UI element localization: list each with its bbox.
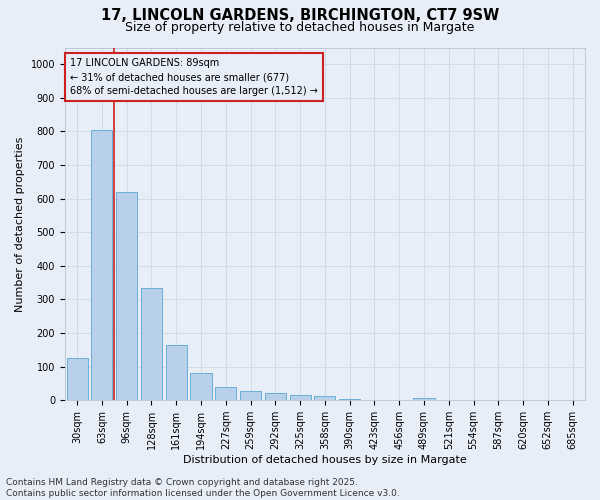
- Bar: [190, 372, 212, 400]
- Bar: [215, 387, 236, 400]
- Bar: [413, 398, 434, 400]
- Bar: [314, 396, 335, 400]
- Y-axis label: Number of detached properties: Number of detached properties: [15, 136, 25, 312]
- Bar: [166, 345, 187, 400]
- X-axis label: Distribution of detached houses by size in Margate: Distribution of detached houses by size …: [183, 455, 467, 465]
- Text: 17, LINCOLN GARDENS, BIRCHINGTON, CT7 9SW: 17, LINCOLN GARDENS, BIRCHINGTON, CT7 9S…: [101, 8, 499, 22]
- Text: 17 LINCOLN GARDENS: 89sqm
← 31% of detached houses are smaller (677)
68% of semi: 17 LINCOLN GARDENS: 89sqm ← 31% of detac…: [70, 58, 318, 96]
- Bar: [141, 288, 162, 400]
- Bar: [67, 358, 88, 400]
- Bar: [240, 391, 261, 400]
- Bar: [290, 395, 311, 400]
- Bar: [265, 393, 286, 400]
- Text: Contains HM Land Registry data © Crown copyright and database right 2025.
Contai: Contains HM Land Registry data © Crown c…: [6, 478, 400, 498]
- Bar: [91, 130, 112, 400]
- Text: Size of property relative to detached houses in Margate: Size of property relative to detached ho…: [125, 22, 475, 35]
- Bar: [339, 398, 360, 400]
- Bar: [116, 192, 137, 400]
